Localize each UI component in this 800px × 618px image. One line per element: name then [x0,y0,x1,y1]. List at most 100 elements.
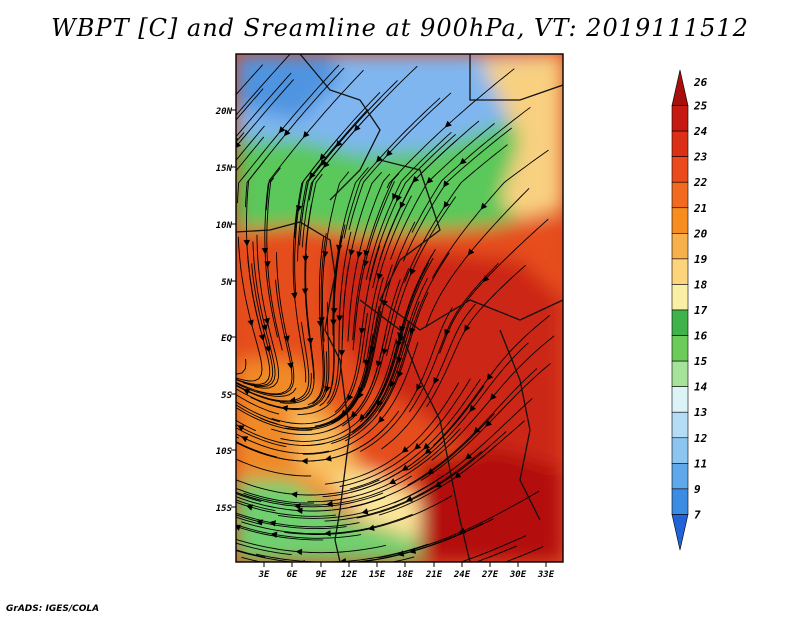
colorbar-label: 13 [694,406,708,419]
streamline-arrow [201,379,206,384]
streamline [236,458,312,477]
streamline [236,72,292,138]
streamline [504,546,544,562]
lat-tick-label: 20N [215,107,233,117]
streamline-arrow [261,324,268,332]
streamline [236,441,278,458]
streamline-arrow [388,478,397,484]
colorbar-swatch [671,284,689,311]
streamline-arrow [320,159,327,167]
colorbar-swatch [671,105,689,132]
streamline-arrow [353,124,361,132]
colorbar-label: 25 [693,100,708,113]
lat-axis: 20N 15N 10N 5N EQ 5S 10S 15S [215,107,233,514]
streamline [236,549,266,558]
streamline-arrow [480,202,488,210]
colorbar-label: 16 [694,330,708,343]
streamline-arrow [396,194,402,202]
streamline-arrow [246,504,254,511]
streamline-arrow [426,176,434,184]
colorbar-swatch [671,360,689,387]
streamline [236,407,313,431]
streamline-arrow [324,530,331,537]
streamline-arrow [416,383,423,391]
lon-tick-label: 21E [425,570,443,580]
streamline-arrow [264,345,271,353]
streamline-arrow [338,349,346,357]
streamline-arrow [258,333,265,342]
colorbar: 26 25 24 23 22 21 20 19 18 17 16 15 14 13 12 11 9 7 [671,69,708,551]
streamline-arrow [180,463,186,468]
streamline-arrow [295,205,303,213]
colorbar-swatch [671,335,689,362]
colorbar-label: 21 [693,202,707,215]
streamline [236,401,280,423]
streamline-arrow [465,453,473,460]
colorbar-label: 22 [693,176,708,189]
streamline-arrow [442,564,448,569]
colorbar-label: 12 [694,432,708,445]
streamline-arrow [362,259,369,267]
lon-tick-label: 6E [287,570,298,580]
streamline-arrow [375,155,383,163]
streamline-arrow [214,194,219,199]
colorbar-label: 19 [694,253,708,266]
streamline-arrow [283,335,290,343]
coastlines-borders [236,54,563,562]
streamline-arrow [347,393,354,402]
chart-title: WBPT [C] and Sreamline at 900hPa, VT: 20… [51,14,749,42]
streamline [236,404,278,425]
streamline-arrow [183,379,188,384]
colorbar-swatch [671,156,689,183]
streamline-arrow [409,327,416,335]
colorbar-swatch [671,411,689,439]
colorbar-label: 11 [694,457,707,470]
streamline [236,88,264,121]
streamline-arrow [192,479,198,484]
streamline-arrow [326,500,333,508]
streamline-arrow [443,201,450,209]
colorbar-swatch [671,207,689,234]
streamline-arrow [381,348,388,356]
colorbar-swatch [671,130,689,157]
streamline-arrow [205,531,211,536]
streamline-arrow [270,531,278,539]
streamline-arrow [214,372,220,377]
streamline-arrow [236,119,237,120]
streamline-arrow [324,385,331,393]
streamline-arrow [228,403,234,408]
streamline-arrow [376,273,384,281]
streamline-arrow [433,377,440,385]
streamline-arrow [454,471,462,479]
streamline [236,358,247,375]
colorbar-swatch [671,181,689,209]
streamline-arrow [202,377,207,382]
streamline [236,64,264,96]
streamline-arrow [444,120,452,128]
streamlines [180,54,555,569]
lon-tick-label: 30E [509,570,527,580]
streamline-arrow [358,413,366,421]
streamline-arrow [444,328,451,337]
streamline-arrow [459,157,467,165]
streamline-arrow [423,442,431,450]
colorbar-label: 23 [693,151,708,164]
streamline-arrow [199,202,204,207]
streamline-arrow [197,416,202,421]
streamline-arrow [409,268,416,276]
streamline [236,54,291,116]
streamline-arrow [358,327,366,335]
streamline-arrow [301,288,309,296]
streamline-arrow [264,261,271,268]
colorbar-label: 14 [694,381,708,394]
streamline-arrow [467,248,475,256]
colorbar-swatch [671,233,689,260]
streamline-arrow [363,359,370,367]
streamline-arrow [392,193,399,201]
credit-label: GrADS: IGES/COLA [6,604,100,614]
streamline-arrow [397,550,405,557]
streamline [236,382,297,397]
streamline-arrow [261,247,269,255]
streamline-arrow [181,528,187,532]
streamline-arrow [426,468,435,475]
